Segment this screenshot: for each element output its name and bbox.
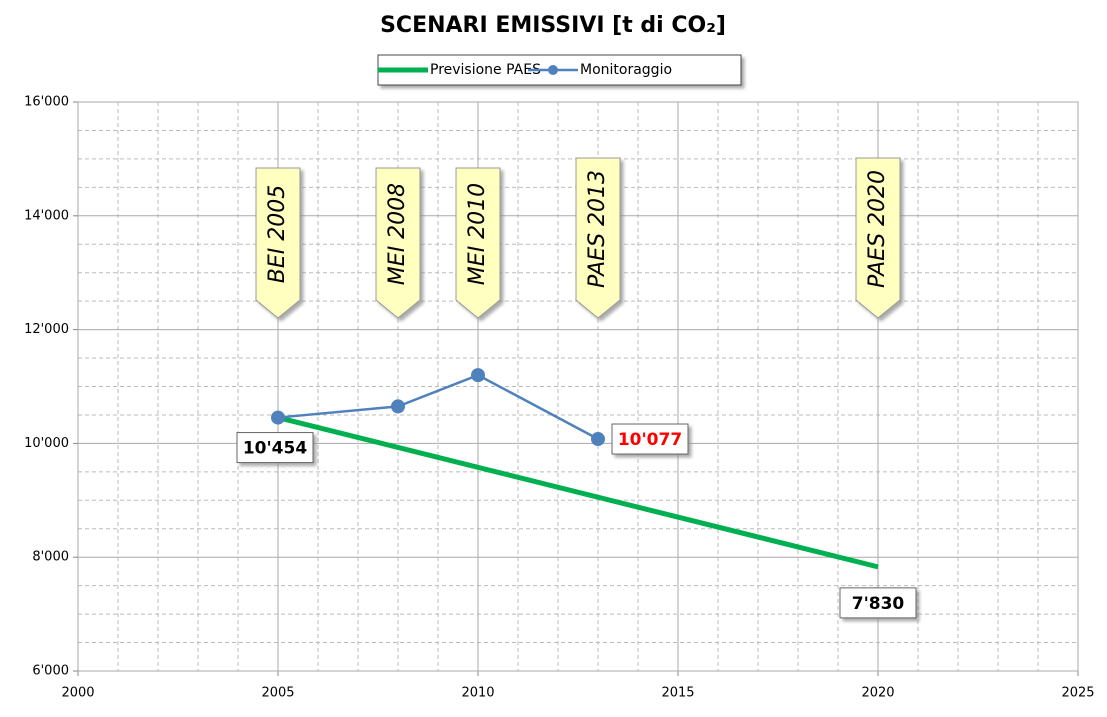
annotation-text: PAES 2013	[585, 170, 610, 288]
line	[277, 373, 599, 441]
marker	[591, 432, 605, 447]
annotation-flag	[575, 157, 621, 319]
annotation-flag	[375, 167, 421, 319]
y-tick-label: 8'000	[32, 550, 69, 565]
data-label: 7'830	[852, 594, 905, 614]
y-tick-label: 14'000	[24, 208, 69, 223]
line	[277, 415, 879, 570]
annotation-flag	[455, 167, 501, 319]
legend-label: Previsione PAES	[430, 62, 541, 78]
annotation-text: PAES 2020	[865, 170, 890, 288]
y-tick-label: 12'000	[24, 322, 69, 337]
legend: Previsione PAES Monitoraggio	[377, 54, 742, 86]
annotation-flag	[255, 167, 301, 319]
y-tick-label: 10'000	[24, 436, 69, 451]
x-tick-label: 2005	[261, 686, 294, 701]
y-tick-label: 6'000	[32, 664, 69, 679]
data-label: 10'077	[618, 430, 682, 450]
marker	[391, 399, 405, 414]
y-tick-label: 16'000	[24, 95, 69, 110]
x-tick-label: 2025	[1061, 686, 1094, 701]
chart-title: SCENARI EMISSIVI [t di CO₂]	[380, 13, 726, 38]
marker	[271, 410, 285, 425]
legend-marker	[548, 65, 558, 75]
annotation-flag	[855, 157, 901, 319]
annotation-text: MEI 2010	[465, 183, 490, 285]
x-tick-label: 2000	[61, 686, 94, 701]
x-tick-label: 2015	[661, 686, 694, 701]
legend-label: Monitoraggio	[580, 62, 672, 78]
data-label: 10'454	[243, 439, 308, 459]
marker	[471, 368, 485, 383]
data-label-box	[236, 432, 314, 464]
data-label-box	[611, 423, 689, 455]
x-tick-label: 2020	[861, 686, 894, 701]
annotation-text: MEI 2008	[385, 183, 410, 285]
x-tick-label: 2010	[461, 686, 494, 701]
annotation-text: BEI 2005	[265, 185, 290, 283]
data-label-box	[839, 587, 917, 619]
